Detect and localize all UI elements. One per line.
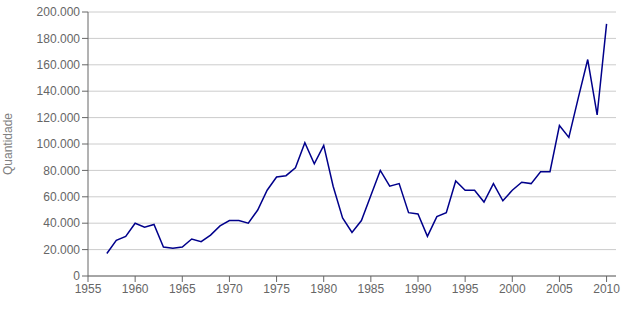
svg-text:1990: 1990 <box>405 282 432 296</box>
svg-text:40.000: 40.000 <box>43 216 80 230</box>
svg-text:1975: 1975 <box>263 282 290 296</box>
svg-text:180.000: 180.000 <box>37 32 81 46</box>
svg-text:1955: 1955 <box>75 282 102 296</box>
svg-text:2005: 2005 <box>546 282 573 296</box>
svg-text:1980: 1980 <box>310 282 337 296</box>
svg-text:1995: 1995 <box>452 282 479 296</box>
svg-text:1985: 1985 <box>358 282 385 296</box>
svg-text:1965: 1965 <box>169 282 196 296</box>
svg-text:1960: 1960 <box>122 282 149 296</box>
svg-text:100.000: 100.000 <box>37 137 81 151</box>
svg-text:120.000: 120.000 <box>37 111 81 125</box>
svg-text:0: 0 <box>73 269 80 283</box>
svg-text:Quantidade: Quantidade <box>8 113 15 175</box>
svg-text:80.000: 80.000 <box>43 164 80 178</box>
svg-text:20.000: 20.000 <box>43 243 80 257</box>
svg-text:2010: 2010 <box>593 282 620 296</box>
svg-text:200.000: 200.000 <box>37 5 81 19</box>
svg-text:2000: 2000 <box>499 282 526 296</box>
svg-text:60.000: 60.000 <box>43 190 80 204</box>
svg-text:140.000: 140.000 <box>37 84 81 98</box>
svg-text:160.000: 160.000 <box>37 58 81 72</box>
svg-text:1970: 1970 <box>216 282 243 296</box>
